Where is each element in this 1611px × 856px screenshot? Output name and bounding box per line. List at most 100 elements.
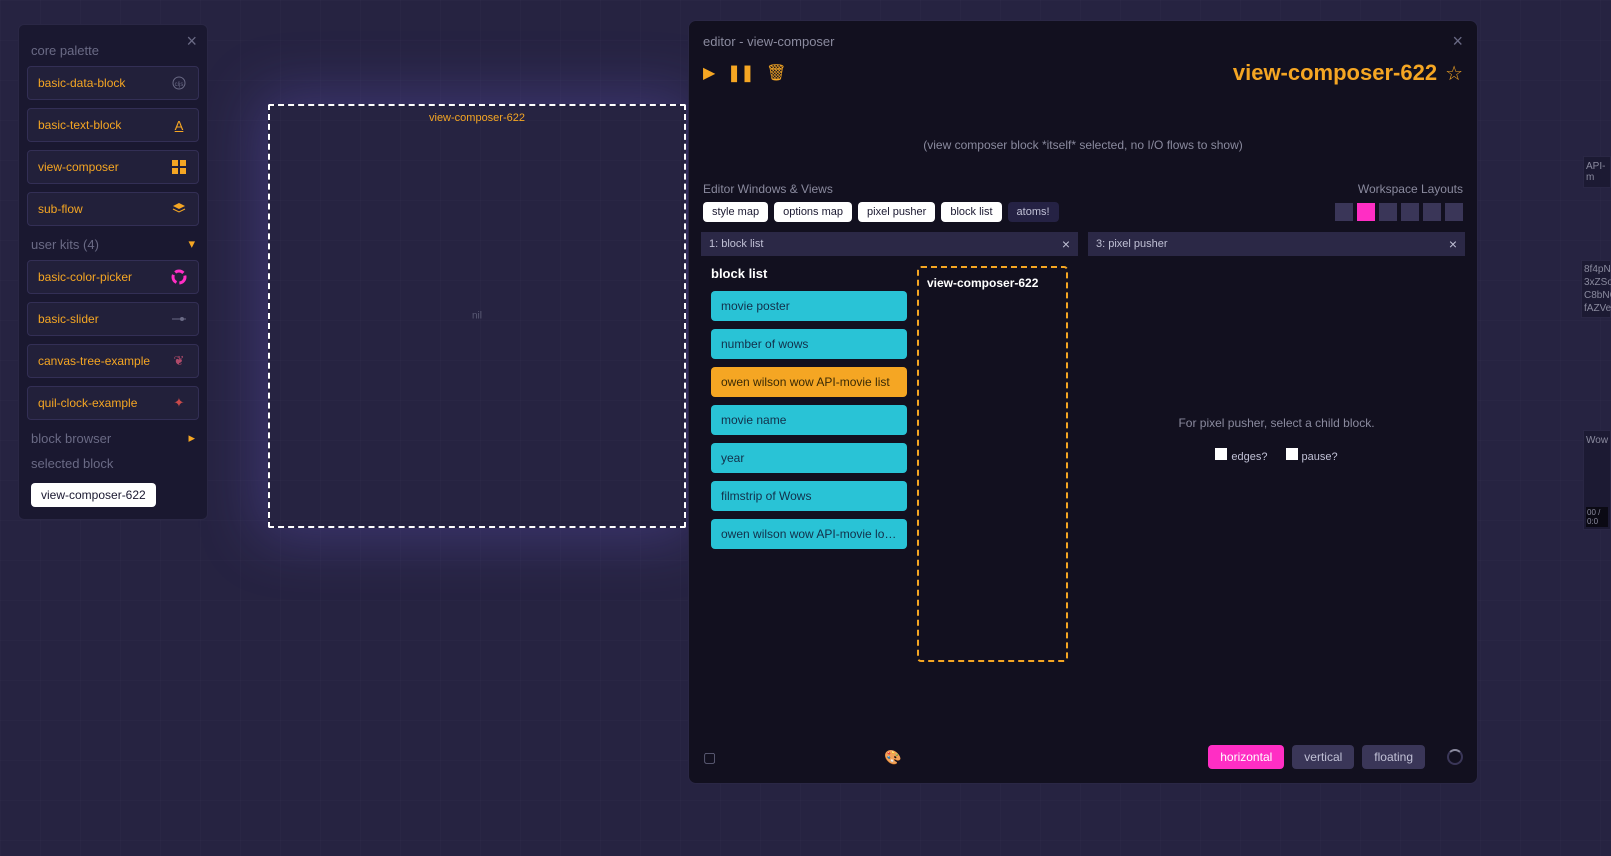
palette-item-basic-data-block[interactable]: basic-data-block cljs [27, 66, 199, 100]
editor-block-name: view-composer-622 [1233, 60, 1437, 86]
window-icon[interactable]: ▢ [703, 749, 716, 766]
layout-mode-floating[interactable]: floating [1362, 745, 1425, 769]
checkbox-pause[interactable]: pause? [1286, 448, 1338, 463]
peek-panel-bottom: Wow 00 / 0:0 [1583, 430, 1611, 530]
palette-item-sub-flow[interactable]: sub-flow [27, 192, 199, 226]
peek-hash: 8f4pNJg [1584, 263, 1608, 276]
editor-title: editor - view-composer [703, 34, 835, 49]
block-chip[interactable]: movie name [711, 405, 907, 435]
palette-item-view-composer[interactable]: view-composer [27, 150, 199, 184]
layout-sidebar-icon[interactable] [1423, 203, 1441, 221]
palette-item-basic-color-picker[interactable]: basic-color-picker [27, 260, 199, 294]
peek-hash: C8bNGH [1584, 289, 1608, 302]
tree-icon: ❦ [170, 352, 188, 370]
peek-panel-hashes: 8f4pNJg 3xZSoN C8bNGH fAZVeLn [1581, 260, 1611, 318]
play-icon[interactable]: ▶ [703, 63, 715, 83]
pause-icon[interactable]: ❚❚ [727, 63, 754, 83]
peek-hash: 3xZSoN [1584, 276, 1608, 289]
pane-title: 1: block list [709, 238, 763, 250]
tab-options-map[interactable]: options map [774, 202, 852, 222]
tab-style-map[interactable]: style map [703, 202, 768, 222]
section-title-core: core palette [31, 43, 195, 58]
peek-hash: fAZVeLn [1584, 302, 1608, 315]
svg-text:cljs: cljs [175, 82, 184, 88]
palette-item-quil-clock-example[interactable]: quil-clock-example ✦ [27, 386, 199, 420]
close-icon[interactable]: × [1062, 236, 1070, 252]
layout-mode-vertical[interactable]: vertical [1292, 745, 1354, 769]
sparkle-icon: ✦ [170, 394, 188, 412]
peek-label: API-m [1586, 161, 1608, 183]
editor-footer: ▢ 🎨 horizontal vertical floating [689, 739, 1477, 775]
layout-grid-icon[interactable] [1401, 203, 1419, 221]
editor-panel: editor - view-composer × ▶ ❚❚ 🗑 view-com… [688, 20, 1478, 784]
block-chip[interactable]: owen wilson wow API-movie lookup [711, 519, 907, 549]
checkbox-icon [1286, 448, 1298, 460]
palette-item-basic-text-block[interactable]: basic-text-block A [27, 108, 199, 142]
palette-item-label: basic-text-block [38, 118, 121, 132]
palette-item-label: canvas-tree-example [38, 354, 150, 368]
editor-toolbar: ▶ ❚❚ 🗑 view-composer-622 ☆ [689, 56, 1477, 94]
chevron-down-icon[interactable]: ▾ [188, 236, 195, 252]
trash-icon[interactable]: 🗑 [766, 63, 786, 83]
close-icon[interactable]: × [1452, 31, 1463, 52]
slider-icon [170, 310, 188, 328]
cljs-icon: cljs [170, 74, 188, 92]
drop-zone-title: view-composer-622 [927, 276, 1058, 290]
canvas-placeholder: nil [472, 311, 482, 322]
section-title-selected-block: selected block [31, 456, 195, 471]
layout-split-v-icon[interactable] [1357, 203, 1375, 221]
block-chip[interactable]: filmstrip of Wows [711, 481, 907, 511]
palette-item-label: view-composer [38, 160, 119, 174]
checkbox-icon [1215, 448, 1227, 460]
close-icon[interactable]: × [186, 31, 197, 52]
selected-block-chip[interactable]: view-composer-622 [31, 483, 156, 507]
composer-drop-zone[interactable]: view-composer-622 [917, 266, 1068, 662]
layout-mode-horizontal[interactable]: horizontal [1208, 745, 1284, 769]
peek-panel-top: API-m [1583, 156, 1611, 188]
star-icon[interactable]: ☆ [1445, 61, 1463, 86]
tab-block-list[interactable]: block list [941, 202, 1001, 222]
subhead-left: Editor Windows & Views [703, 182, 833, 196]
block-chip[interactable]: number of wows [711, 329, 907, 359]
tab-atoms[interactable]: atoms! [1008, 202, 1059, 222]
palette-sidebar: × core palette basic-data-block cljs bas… [18, 24, 208, 520]
palette-item-label: basic-color-picker [38, 270, 132, 284]
subhead-right: Workspace Layouts [1358, 182, 1463, 196]
palette-item-label: basic-data-block [38, 76, 125, 90]
peek-label: Wow [1586, 435, 1608, 446]
layout-3col-icon[interactable] [1379, 203, 1397, 221]
palette-item-canvas-tree-example[interactable]: canvas-tree-example ❦ [27, 344, 199, 378]
palette-item-label: basic-slider [38, 312, 99, 326]
block-list-title: block list [711, 266, 907, 281]
close-icon[interactable]: × [1449, 236, 1457, 252]
palette-item-label: quil-clock-example [38, 396, 137, 410]
pixel-pusher-message: For pixel pusher, select a child block. [1088, 416, 1465, 430]
palette-item-basic-slider[interactable]: basic-slider [27, 302, 199, 336]
donut-icon [170, 268, 188, 286]
editor-info-message: (view composer block *itself* selected, … [689, 94, 1477, 174]
canvas-composer-region[interactable]: view-composer-622 nil [268, 104, 686, 528]
pane-block-list: 1: block list × block list movie poster … [701, 232, 1078, 672]
section-title-user: user kits (4) [31, 237, 99, 252]
grid-icon [170, 158, 188, 176]
pane-pixel-pusher: 3: pixel pusher × For pixel pusher, sele… [1088, 232, 1465, 672]
block-chip[interactable]: movie poster [711, 291, 907, 321]
checkbox-edges[interactable]: edges? [1215, 448, 1267, 463]
layout-stack-icon[interactable] [1445, 203, 1463, 221]
palette-icon[interactable]: 🎨 [884, 749, 901, 766]
editor-header: editor - view-composer × [689, 21, 1477, 56]
pane-title: 3: pixel pusher [1096, 238, 1168, 250]
section-title-block-browser: block browser [31, 431, 111, 446]
block-chip-highlighted[interactable]: owen wilson wow API-movie list [711, 367, 907, 397]
canvas-region-title: view-composer-622 [270, 112, 684, 124]
spinner-icon [1447, 749, 1463, 765]
workspace-layout-icons [1335, 203, 1463, 221]
layout-single-icon[interactable] [1335, 203, 1353, 221]
chevron-right-icon[interactable]: ▸ [188, 430, 195, 446]
block-chip[interactable]: year [711, 443, 907, 473]
text-icon: A [170, 116, 188, 134]
peek-counter: 00 / 0:0 [1586, 507, 1608, 527]
tab-pixel-pusher[interactable]: pixel pusher [858, 202, 935, 222]
palette-item-label: sub-flow [38, 202, 83, 216]
editor-tab-row: style map options map pixel pusher block… [689, 202, 1477, 232]
